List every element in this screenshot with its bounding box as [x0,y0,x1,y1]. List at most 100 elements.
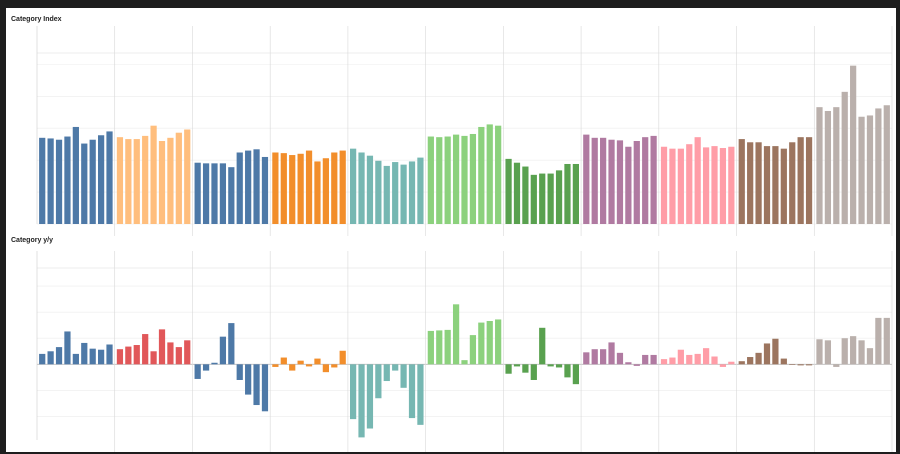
bar [780,148,787,224]
bar [358,364,365,438]
bar [824,340,832,365]
bar [202,163,210,224]
chart-title-yoy: Category y/y [11,237,53,244]
bar [883,317,890,365]
bar [305,364,313,367]
bar [444,329,451,365]
bar [452,304,460,365]
bar [158,329,166,365]
bar [133,139,140,224]
bar [331,152,338,224]
bar [486,124,493,224]
bar [280,357,287,365]
bar [64,136,71,224]
bar [875,108,882,224]
bar [228,167,235,224]
bar [833,107,840,224]
bar [322,158,329,224]
bar [383,165,390,224]
bar [81,342,88,365]
bar [289,364,296,371]
bar [417,364,424,425]
bar [677,148,684,224]
bar [245,150,252,224]
bar [158,141,166,224]
bar [261,364,269,412]
bar [711,356,718,365]
bar [125,139,132,224]
bar [747,142,754,224]
bar [650,135,657,224]
bar [738,139,745,224]
bar [625,362,632,365]
bar [272,152,279,224]
bar [772,146,779,224]
bar [184,129,191,224]
bar [314,358,321,365]
bar [805,137,813,224]
bar [55,347,63,365]
bar [660,359,668,365]
bar [452,134,460,224]
bar [39,137,46,224]
bar [841,91,848,224]
bar [495,319,502,365]
bar [236,364,243,380]
bar [728,146,735,224]
bar [486,321,493,365]
chart-title-index: Category Index [11,16,62,23]
bar [175,132,182,224]
bar [816,339,823,365]
bar [633,141,640,224]
bar [816,107,823,224]
bar [530,364,537,380]
bar [81,143,88,224]
bar [763,343,771,365]
bar [797,137,804,224]
bar [833,364,840,367]
bar [245,364,252,395]
bar [167,137,174,224]
bar [375,160,382,224]
bar [253,364,260,406]
bar [219,163,227,224]
gridlines [36,26,893,452]
bar [642,137,649,224]
bar [64,331,71,365]
bar [522,166,529,224]
bar [383,364,390,382]
bar [608,139,615,224]
bar [297,360,304,365]
bar [591,349,598,365]
bar [116,137,124,224]
bar [616,140,624,224]
bar [133,345,140,365]
chart-marks [39,65,890,438]
bar [539,173,546,224]
bar [755,352,762,365]
bar [72,126,79,224]
bar [841,338,848,365]
bar [228,323,235,365]
bar [702,348,710,365]
bar [280,153,287,224]
bar [669,148,676,224]
bar [106,344,113,365]
bar [400,364,407,388]
bar [305,150,313,224]
bar [600,137,607,224]
bar [789,142,796,224]
bar [797,364,804,366]
bar [358,152,365,224]
bar [555,364,563,368]
bar [253,149,260,224]
bar [194,364,201,379]
bar [572,364,579,385]
bar [339,350,346,365]
bar [660,146,668,224]
bar [564,364,571,378]
bar [495,125,502,224]
bar [883,105,890,224]
bar [400,164,407,224]
bar [392,162,399,224]
